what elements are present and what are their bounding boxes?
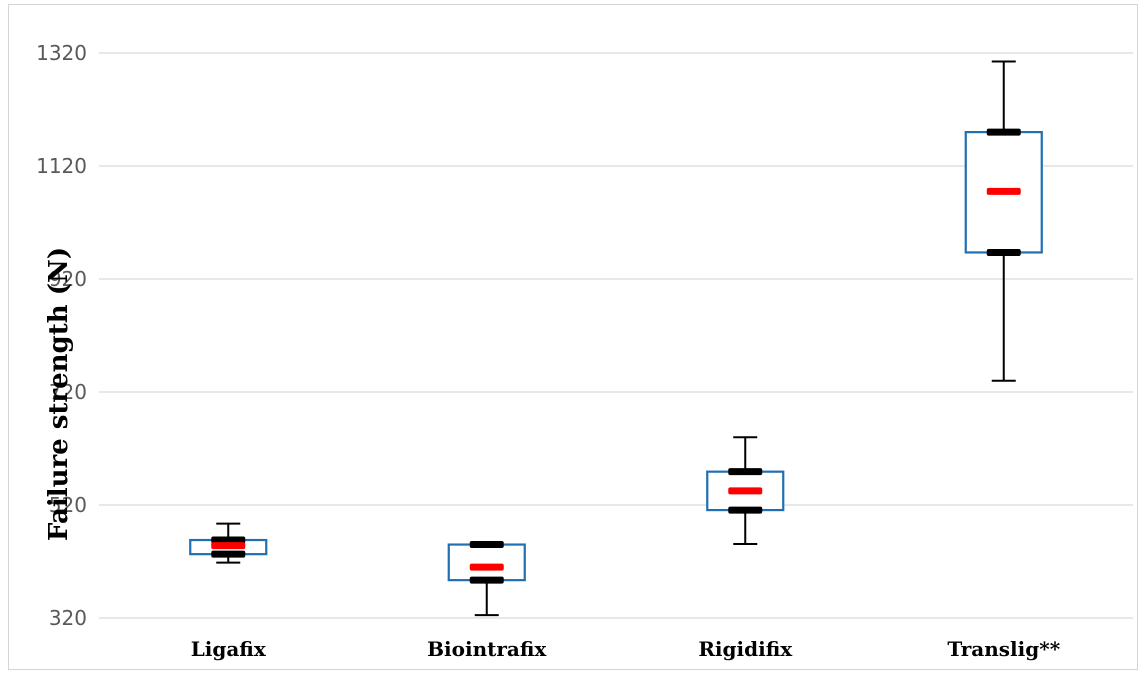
median-marker: [728, 487, 763, 495]
chart-frame: 320 520 720 920 1120 1320 Ligafix Biointrafix R…: [8, 4, 1138, 670]
median-marker: [211, 542, 246, 550]
x-category-label: Translig**: [947, 637, 1060, 661]
x-category-label: Ligafix: [191, 637, 267, 661]
x-category-label: Biointrafix: [427, 637, 547, 661]
gridlines: [99, 52, 1133, 619]
q1-marker: [986, 248, 1021, 256]
y-axis-title: Failure strength (N): [44, 247, 74, 541]
y-tick-label: 320: [49, 606, 87, 630]
q3-marker: [728, 468, 763, 476]
median-marker: [469, 563, 504, 571]
y-tick-label: 920: [49, 267, 87, 291]
y-tick-label: 720: [49, 380, 87, 404]
q3-marker: [986, 128, 1021, 136]
iqr-box: [447, 543, 526, 582]
q1-marker: [469, 576, 504, 584]
box-group: [447, 541, 526, 617]
y-tick-label: 1320: [36, 41, 87, 65]
q1-marker: [211, 550, 246, 558]
q3-marker: [211, 536, 246, 544]
y-tick-label: 1120: [36, 154, 87, 178]
box-group: [706, 436, 785, 545]
box-plot-chart: 320 520 720 920 1120 1320 Ligafix Biointrafix R…: [36, 41, 1133, 661]
y-tick-label: 520: [49, 493, 87, 517]
boxes: [189, 60, 1043, 617]
y-axis-ticks: 320 520 720 920 1120 1320: [36, 41, 87, 630]
box-group: [189, 522, 268, 564]
box-group: [964, 60, 1043, 382]
x-category-label: Rigidifix: [698, 637, 793, 661]
x-axis-categories: Ligafix Biointrafix Rigidifix Translig**: [191, 637, 1061, 661]
q1-marker: [728, 506, 763, 514]
q3-marker: [469, 541, 504, 549]
median-marker: [986, 187, 1021, 195]
